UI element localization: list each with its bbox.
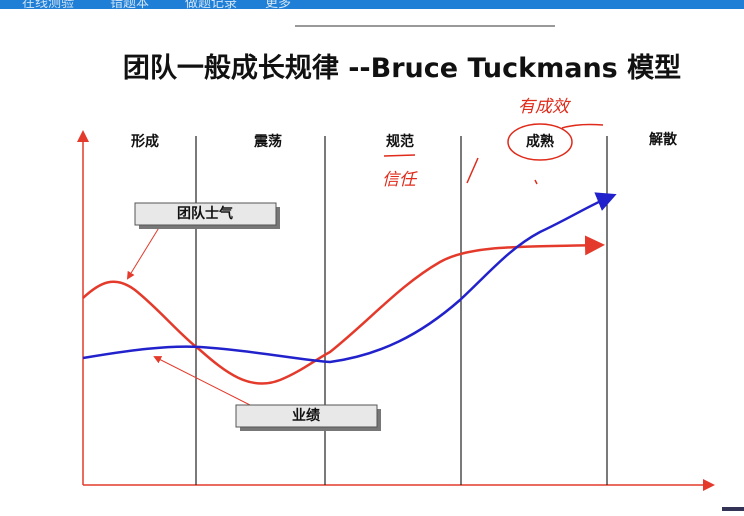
curve-label: 业绩 [292,407,320,424]
stage-label: 解散 [649,131,678,148]
curve-label: 团队士气 [177,205,233,222]
label-box [235,404,378,428]
nav-item[interactable]: 做题记录 [185,0,237,11]
handwritten-note: 有成效 [518,97,572,117]
slide-title: 团队一般成长规律 --Bruce Tuckmans 模型 [123,52,681,84]
logo [722,507,744,511]
nav-item[interactable]: 在线测验 [22,0,74,11]
handwriting [383,123,604,185]
pointer [126,225,161,280]
stage-label: 成熟 [526,133,554,150]
performance-curve [82,192,617,364]
stage-label: 震荡 [253,133,282,150]
morale-curve [82,235,605,385]
label-box [134,202,277,226]
stage-label: 规范 [386,133,414,150]
nav-item[interactable]: 错题本 [110,0,149,11]
top-bar [0,0,744,9]
pointer [153,356,251,406]
nav-item[interactable]: 更多 [265,0,291,11]
handwritten-note: 信任 [382,170,418,190]
stage-label: 形成 [131,133,159,150]
